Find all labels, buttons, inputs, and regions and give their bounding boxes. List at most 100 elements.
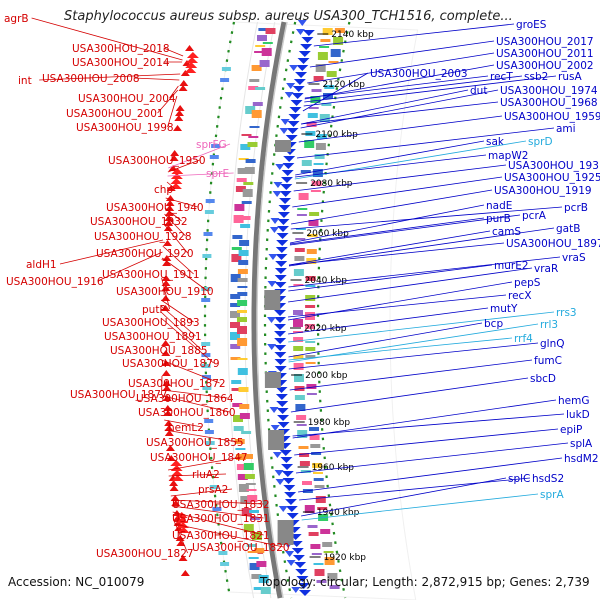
cog-feature-block [308,107,319,109]
cog-feature-block [319,114,330,122]
cog-feature-block [230,303,241,307]
reverse-gene-arrow-outer [267,344,277,350]
right-gene-leader-line [304,75,489,99]
reverse-gene-arrow [292,86,305,92]
cog-feature-block [315,496,326,503]
reverse-gene-arrow [274,338,287,344]
cog-feature-block [235,186,246,192]
cog-feature-block [296,424,307,426]
right-gene-label: sprA [540,489,564,501]
left-gene-leader-line [165,197,198,208]
cog-feature-block [237,168,248,174]
forward-gene-cluster-arrow [171,475,184,481]
right-gene-label: lukD [566,409,590,421]
cog-feature-block [237,310,247,313]
left-gene-label: hemL2 [168,422,204,434]
right-gene-label: recX [508,290,532,302]
forward-gene-arrow [165,195,175,201]
cog-feature-block [262,42,273,44]
cog-feature-block [243,454,253,459]
cog-feature-block [294,256,305,261]
right-gene-label: splA [570,438,593,450]
left-gene-label: USA300HOU_1891 [104,331,202,343]
forward-gene-arrow [161,305,171,311]
left-gene-label: USA300HOU_1821 [172,530,270,542]
cog-feature-block [261,48,272,56]
reverse-gene-arrow [290,541,303,547]
left-gene-leader-line [171,505,264,519]
cog-feature-block [230,322,240,328]
forward-gene-arrow [164,220,174,226]
right-gene-leader-line [291,189,493,225]
reverse-gene-arrow [294,562,307,568]
cog-feature-block [309,427,319,431]
cog-feature-block [236,464,247,470]
forward-feature-block [209,485,219,489]
rrna-operon-block [268,430,285,450]
left-gene-leader-line [167,95,178,128]
reverse-gene-arrow [275,247,288,253]
right-gene-leader-line [301,89,469,125]
cog-feature-block [317,52,328,60]
grid-ring-1 [203,21,236,599]
cog-feature-block [231,247,242,250]
forward-gene-arrow [162,395,172,401]
right-gene-label: vraR [534,263,558,275]
cog-feature-block [320,529,331,534]
forward-gene-arrow [161,360,171,366]
left-gene-label: putP [142,304,166,316]
left-gene-label: sprFG [196,139,227,151]
cog-feature-block [238,158,249,160]
cog-feature-block [294,395,305,400]
forward-gene-arrow [174,110,184,116]
cog-feature-block [232,235,243,239]
right-gene-leader-line [288,337,513,361]
cog-feature-block [239,240,250,246]
right-gene-leader-line [292,176,503,208]
forward-gene-arrow [170,150,180,156]
forward-feature-block [218,551,228,555]
forward-gene-cluster-arrow [184,67,197,73]
left-gene-leader-line [167,172,234,177]
cog-feature-block [237,326,247,334]
cog-feature-block [305,295,316,301]
cog-feature-block [323,551,334,553]
right-gene-label: hsdS2 [532,473,564,485]
cog-feature-block [255,87,266,90]
forward-gene-cluster-arrow [175,512,188,518]
left-gene-label: USA300HOU_1877 [70,389,168,401]
reverse-gene-arrow [274,352,287,358]
cog-feature-block [237,358,248,360]
right-gene-label: rusA [558,71,582,83]
right-gene-leader-line [301,101,499,125]
forward-gene-arrow [185,45,195,51]
right-gene-label: glnQ [540,338,565,350]
cog-feature-block [237,278,248,282]
cog-feature-block [252,532,262,540]
cog-feature-block [234,439,245,444]
reverse-gene-arrow [298,51,311,57]
reverse-gene-arrow [285,506,298,512]
reverse-gene-arrow [274,275,287,281]
cog-feature-block [252,102,263,106]
left-gene-leader-line [169,85,179,99]
reverse-gene-arrow [278,205,291,211]
left-gene-label: USA300HOU_1940 [106,202,204,214]
cog-feature-block [238,260,249,265]
forward-feature-block [201,353,211,357]
reverse-gene-arrow [279,191,292,197]
cog-feature-block [312,169,323,177]
reverse-gene-arrow [277,219,290,225]
cog-feature-block [305,347,316,351]
forward-gene-arrow [161,350,171,356]
forward-gene-arrow [171,500,181,506]
reverse-gene-arrow [276,401,289,407]
reverse-gene-arrow [276,233,289,239]
cog-feature-block [230,294,241,299]
right-gene-leader-line [288,311,555,343]
cog-feature-block [254,548,265,553]
left-gene-leader-line [164,419,203,428]
right-gene-label: USA300HOU_2011 [496,48,594,60]
right-gene-label: USA300HOU_1931 [508,160,600,172]
right-gene-label: ssb2 [524,71,548,83]
